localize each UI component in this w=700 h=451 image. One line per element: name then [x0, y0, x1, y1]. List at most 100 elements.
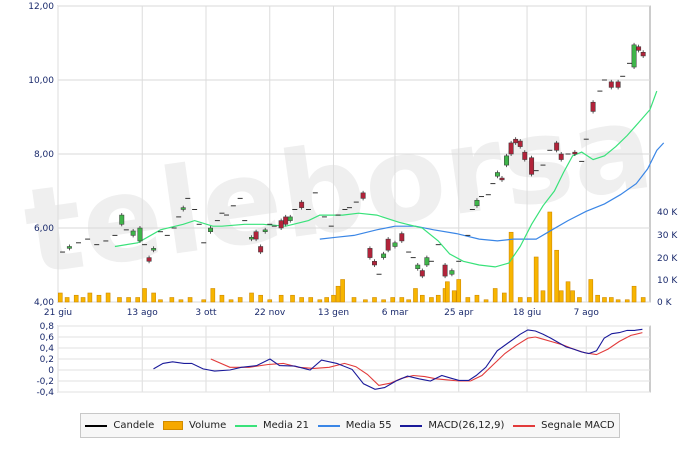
legend-item: Volume — [163, 420, 226, 431]
volume-bar — [554, 249, 559, 303]
volume-bar — [420, 294, 425, 303]
volume-bar — [413, 288, 418, 303]
volume-bar — [278, 294, 284, 303]
volume-bar — [615, 299, 621, 303]
legend-item: Media 21 — [235, 420, 309, 431]
candle — [278, 220, 284, 229]
volume-bar — [117, 297, 122, 303]
volume-bar — [219, 294, 225, 303]
volume-bar — [406, 299, 411, 303]
volume-bar — [169, 297, 175, 303]
x-tick-label: 13 gen — [318, 308, 349, 318]
volume-bar — [331, 294, 336, 303]
legend-label: Segnale MACD — [541, 420, 615, 431]
x-tick-label: 6 mar — [382, 308, 409, 318]
candle — [504, 155, 510, 166]
candle — [636, 46, 642, 51]
volume-bar — [351, 297, 357, 303]
volume-bar — [363, 299, 368, 303]
price-tick-label: 6,00 — [34, 224, 54, 234]
candle — [631, 44, 637, 68]
candle — [499, 177, 505, 181]
candle — [208, 227, 214, 232]
volume-bar — [570, 290, 575, 303]
candle — [399, 233, 405, 242]
volume-bar — [445, 281, 450, 303]
volume-bar — [135, 297, 140, 303]
volume-bar — [210, 288, 216, 303]
macd-tick-label: -0,4 — [36, 388, 54, 398]
candle — [253, 231, 259, 240]
volume-bar — [624, 299, 630, 303]
candle — [119, 214, 125, 225]
volume-tick-label: 0 K — [657, 298, 673, 308]
candle — [517, 140, 523, 147]
volume-bar — [547, 211, 553, 303]
chart-legend: Candele Volume Media 21 Media 55 MACD(26,12,… — [80, 413, 620, 438]
macd-tick-label: 0,8 — [40, 322, 55, 332]
legend-swatch — [317, 424, 340, 427]
volume-bar — [340, 279, 345, 303]
legend-swatch — [513, 424, 536, 427]
candle — [572, 151, 578, 155]
macd-tick-label: 0,4 — [40, 344, 55, 354]
candle — [137, 227, 143, 242]
candle — [494, 172, 500, 177]
volume-bar — [80, 297, 86, 303]
volume-bar — [372, 297, 377, 303]
legend-item: MACD(26,12,9) — [400, 420, 504, 431]
legend-swatch — [85, 424, 108, 427]
x-tick-label: 18 giu — [513, 308, 541, 318]
volume-bar — [517, 297, 523, 303]
volume-bar — [508, 231, 514, 303]
legend-item: Segnale MACD — [513, 420, 615, 431]
candle — [130, 230, 136, 236]
volume-bar — [527, 297, 532, 303]
volume-bar — [533, 256, 539, 303]
candle — [392, 242, 398, 247]
candle — [449, 270, 455, 275]
volume-bar — [602, 297, 607, 303]
volume-bar — [595, 294, 600, 303]
volume-bar — [299, 297, 304, 303]
media-55-line — [319, 142, 665, 242]
volume-bar — [465, 297, 471, 303]
legend-label: Media 55 — [345, 420, 392, 431]
candle — [180, 207, 186, 210]
volume-bar — [178, 299, 184, 303]
volume-bar — [87, 292, 93, 303]
x-tick-label: 25 apr — [444, 308, 474, 318]
volume-bar — [483, 299, 489, 303]
legend-label: Volume — [189, 420, 227, 431]
volume-bar — [142, 288, 147, 303]
legend-label: Media 21 — [263, 420, 309, 431]
volume-bar — [540, 290, 546, 303]
candle — [367, 248, 373, 258]
volume-bar — [290, 294, 295, 303]
volume-bar — [501, 292, 507, 303]
legend-label: Candele — [113, 420, 155, 431]
candle — [442, 264, 448, 277]
volume-bar — [381, 299, 386, 303]
candle — [66, 246, 72, 249]
macd-tick-label: -0,2 — [36, 377, 54, 387]
candle — [283, 216, 289, 225]
volume-bar — [158, 299, 163, 303]
volume-bar — [429, 297, 434, 303]
volume-bar — [105, 292, 111, 303]
volume-bar — [492, 288, 498, 303]
candle — [474, 200, 480, 207]
volume-bar — [390, 297, 396, 303]
price-tick-label: 10,00 — [28, 76, 54, 86]
candle — [522, 151, 528, 160]
legend-label: MACD(26,12,9) — [428, 420, 505, 431]
legend-swatch — [163, 421, 184, 430]
volume-bar — [324, 297, 329, 303]
volume-bar — [577, 297, 582, 303]
candle — [608, 81, 614, 88]
legend-swatch — [400, 424, 423, 427]
candle — [554, 142, 560, 151]
volume-bar — [151, 292, 156, 303]
